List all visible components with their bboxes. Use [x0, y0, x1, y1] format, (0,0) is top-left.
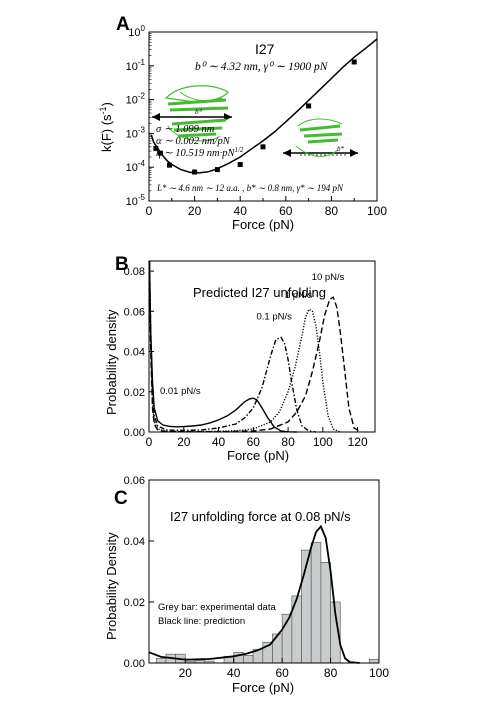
panel-c-xtick-label: 60	[275, 666, 289, 680]
panel-a-xtick-label: 100	[367, 204, 387, 218]
panel-a-xtick-label: 60	[279, 204, 293, 218]
panel-b-title: Predicted I27 unfolding	[193, 285, 326, 300]
panel-c-prediction-line	[148, 524, 360, 664]
panel-a-ytick-label: 10-2	[126, 92, 146, 107]
panel-b-ylabel: Probability density	[104, 309, 119, 415]
panel-b-xtick-label: 20	[177, 435, 191, 449]
panel-a-label: A	[116, 14, 130, 35]
panel-a-data-point	[306, 103, 312, 109]
panel-b-ytick-label: 0.00	[124, 427, 145, 439]
panel-b-series-line	[148, 260, 316, 433]
panel-b-series-label: 0.1 pN/s	[256, 311, 292, 322]
panel-b-xtick-label: 120	[348, 435, 368, 449]
panel-b-ytick-label: 0.02	[124, 387, 145, 399]
panel-c-bar	[155, 658, 167, 664]
panel-b-label: B	[115, 254, 129, 275]
panel-b-xtick-label: 100	[313, 435, 333, 449]
panel-b-ytick-label: 0.08	[124, 266, 145, 278]
bstar-small-label: b*	[337, 145, 345, 153]
panel-b-ytick-label: 0.04	[124, 347, 145, 359]
panel-a-params-top: b⁰ ∼ 4.32 nm, γ⁰ ∼ 1900 pN	[195, 61, 329, 73]
panel-b-series-label: 0.01 pN/s	[160, 386, 201, 397]
panel-a-data-point	[351, 59, 357, 65]
panel-b-series-line	[148, 260, 297, 433]
panel-b: B 0 20 40 60 80 100 120 0.00 0.02 0.04 0.06 0.08 0.0…	[104, 254, 376, 463]
panel-a-fit-line	[150, 38, 378, 174]
panel-a-ytick-label: 10-1	[126, 58, 146, 73]
panel-a-ytick-label: 10-3	[126, 125, 146, 140]
panel-b-series-label: 10 pN/s	[312, 272, 345, 283]
protein-structure-unfolding: b*	[283, 118, 358, 157]
panel-c-legend-line: Black line: prediction	[158, 616, 245, 627]
panel-c-ytick-label: 0.04	[124, 536, 145, 548]
panel-a-ytick-label: 100	[128, 24, 145, 39]
panel-b-xlabel: Force (pN)	[227, 448, 289, 463]
panel-a-ytick-label: 10-4	[126, 159, 146, 174]
panel-c-bar	[320, 561, 331, 664]
panel-c-bar	[368, 658, 380, 664]
panel-b-ytick-label: 0.06	[124, 306, 145, 318]
panel-a-data-point	[260, 144, 266, 150]
panel-a-xtick-label: 20	[188, 204, 202, 218]
panel-a-data-point	[167, 162, 173, 168]
panel-c-ytick-label: 0.06	[124, 475, 145, 487]
panel-a-data-point	[157, 150, 163, 156]
panel-c-ytick-label: 0.02	[124, 597, 145, 609]
protein-structure-folded: b⁰	[152, 85, 232, 142]
b0-small-label: b⁰	[195, 108, 203, 116]
panel-b-plot: 0 20 40 60 80 100 120 0.00 0.02 0.04 0.06 0.08 0.01 …	[124, 260, 368, 449]
panel-b-series-line	[148, 271, 341, 433]
panel-a-title: I27	[255, 41, 275, 57]
panel-a-alpha: α ∼ 0.002 nm/pN	[156, 136, 231, 147]
panel-a-data-point	[237, 162, 243, 168]
panel-c-xtick-label: 100	[369, 666, 389, 680]
panel-c-xtick-label: 20	[179, 666, 193, 680]
panel-c-xtick-label: 80	[324, 666, 338, 680]
panel-c-bar	[243, 655, 254, 664]
panel-a-xtick-label: 0	[146, 204, 153, 218]
panel-c-xlabel: Force (pN)	[232, 680, 294, 695]
panel-b-xtick-label: 80	[281, 435, 295, 449]
panel-b-xtick-label: 60	[247, 435, 261, 449]
panel-a-xlabel: Force (pN)	[232, 217, 294, 232]
panel-c-legend-bar: Grey bar: experimental data	[158, 602, 276, 613]
panel-a-eta: η ∼ 10.519 nm·pN1/2	[156, 146, 244, 159]
panel-c: C 20 40 60 80 100 0.00 0.02 0.04 0.06 I27 unfold…	[104, 475, 389, 695]
panel-c-ytick-label: 0.00	[124, 658, 145, 670]
panel-a-data-point	[192, 169, 198, 175]
panel-b-series-line	[148, 281, 362, 433]
panel-a-ytick-label: 10-5	[126, 193, 146, 208]
panel-b-series-label: 1 pN/s	[285, 290, 313, 301]
panel-a-ylabel: k(F) (s-1)	[98, 102, 114, 152]
panel-b-frame	[148, 260, 376, 433]
panel-c-frame	[148, 479, 380, 664]
panel-c-xtick-label: 40	[227, 666, 241, 680]
panel-a-data-point	[214, 167, 220, 173]
panel-c-bar	[272, 633, 283, 664]
panel-b-xtick-label: 40	[212, 435, 226, 449]
panel-a-params-bottom: L* ∼ 4.6 nm ∼ 12 a.a. , b* ∼ 0.8 nm, γ* …	[156, 183, 344, 193]
panel-b-xtick-label: 0	[146, 435, 153, 449]
panel-a-xtick-label: 40	[234, 204, 248, 218]
panel-a-xtick-label: 80	[325, 204, 339, 218]
panel-a-sigma: σ ∼ 1.099 nm	[156, 124, 215, 135]
panel-a: A 0 20 40 60 80 100 10-5 10-4 10-3 10-2 10-1 100 I2…	[98, 14, 387, 232]
panel-c-label: C	[114, 488, 128, 509]
panel-c-bar	[310, 542, 322, 664]
panel-a-frame	[148, 31, 378, 202]
panel-a-data-point	[153, 145, 159, 151]
panel-c-title: I27 unfolding force at 0.08 pN/s	[170, 509, 351, 524]
panel-c-plot: 20 40 60 80 100 0.00 0.02 0.04 0.06	[124, 475, 390, 680]
panel-c-ylabel: Probability Density	[104, 532, 119, 640]
